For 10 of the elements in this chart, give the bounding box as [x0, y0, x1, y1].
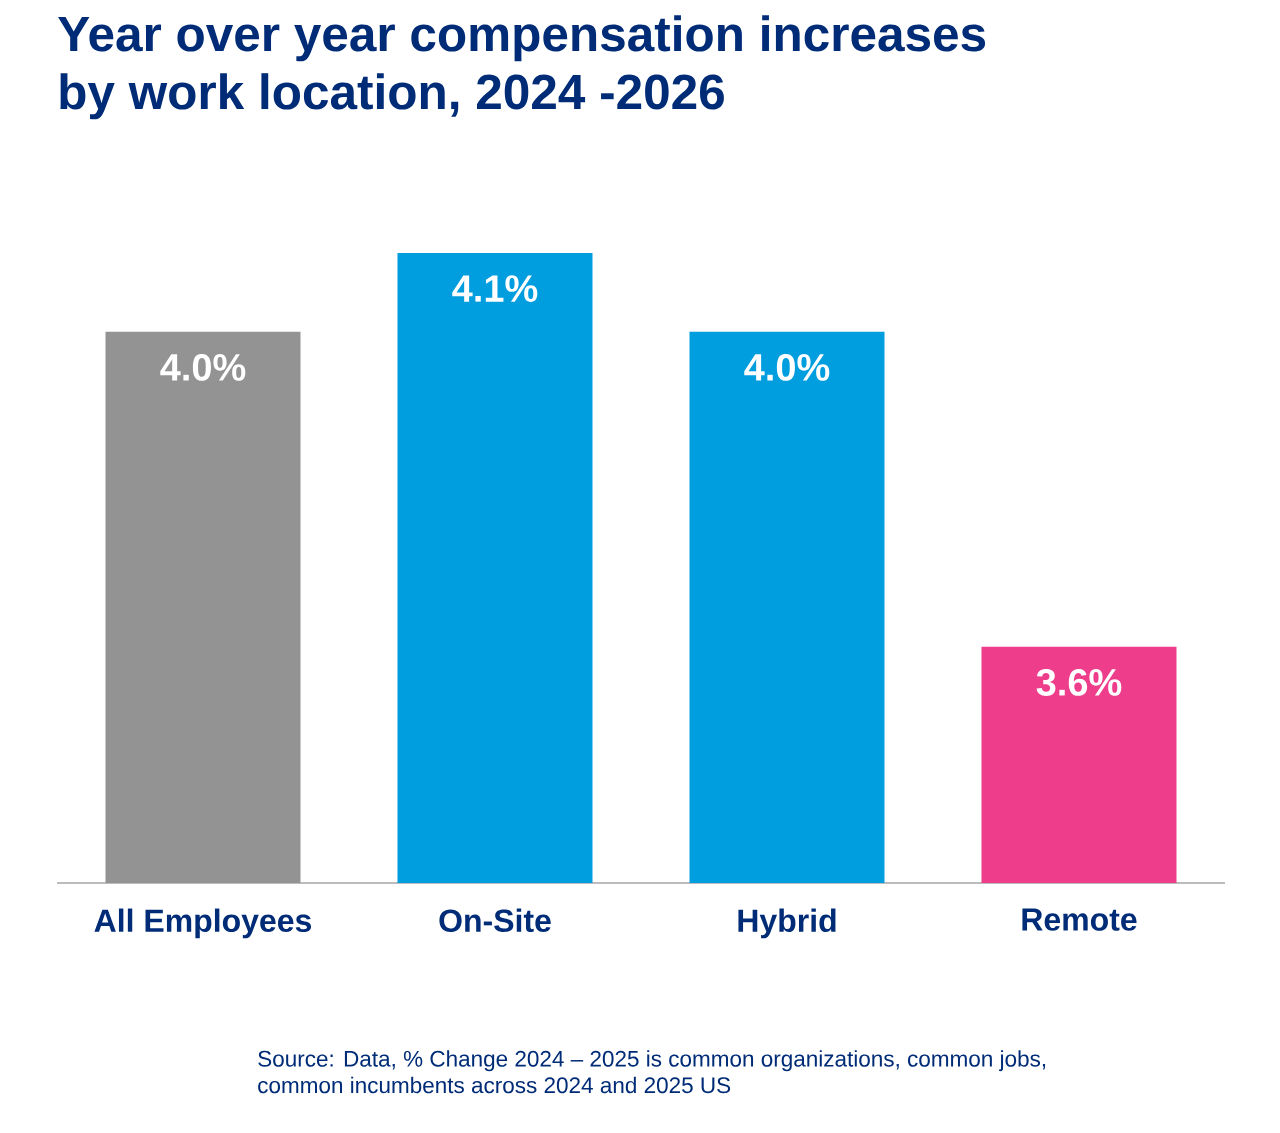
data-label: 3.6% — [1036, 668, 1122, 696]
chart-title: Year over year compensation increases by work location, 2024 -2026 — [58, 15, 986, 120]
data-label: 4.0% — [160, 353, 246, 381]
x-tick-label: On-Site — [439, 908, 551, 933]
data-label: 4.0% — [744, 353, 830, 381]
x-tick-label: Remote — [1022, 908, 1137, 931]
x-tick-label: All Employees — [94, 908, 312, 939]
x-tick-label: Hybrid — [738, 908, 836, 939]
data-label: 4.1% — [452, 275, 538, 302]
source-note: Source: Data, % Change 2024 – 2025 is common organizations, common jobs, common incumbents across 2024 and 2025 US — [258, 1050, 1046, 1094]
